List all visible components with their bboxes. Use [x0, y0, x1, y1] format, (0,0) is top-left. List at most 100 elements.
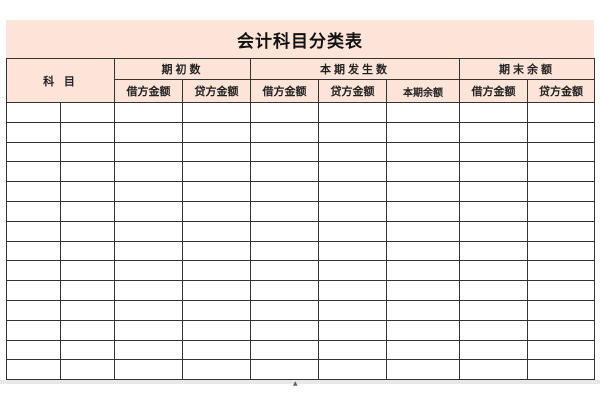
table-cell[interactable] — [6, 121, 61, 143]
table-cell[interactable] — [459, 220, 529, 242]
table-cell[interactable] — [60, 121, 115, 143]
table-cell[interactable] — [60, 359, 115, 381]
table-cell[interactable] — [60, 299, 115, 321]
table-cell[interactable] — [182, 319, 251, 341]
table-cell[interactable] — [318, 200, 387, 222]
resize-handle-icon[interactable]: ▲ — [293, 380, 298, 387]
table-cell[interactable] — [459, 240, 529, 262]
table-cell[interactable] — [114, 161, 183, 183]
table-cell[interactable] — [527, 200, 596, 222]
table-cell[interactable] — [250, 240, 319, 262]
table-cell[interactable] — [6, 181, 61, 202]
table-cell[interactable] — [182, 240, 251, 262]
table-cell[interactable] — [385, 200, 461, 222]
table-cell[interactable] — [6, 220, 61, 242]
table-cell[interactable] — [6, 339, 61, 361]
table-cell[interactable] — [114, 299, 183, 321]
table-cell[interactable] — [527, 299, 596, 321]
table-cell[interactable] — [318, 339, 387, 361]
table-cell[interactable] — [182, 299, 251, 321]
table-cell[interactable] — [60, 220, 115, 242]
table-cell[interactable] — [60, 319, 115, 341]
table-cell[interactable] — [318, 121, 387, 143]
table-cell[interactable] — [250, 181, 319, 202]
table-cell[interactable] — [6, 319, 61, 341]
table-cell[interactable] — [182, 200, 251, 222]
table-cell[interactable] — [182, 102, 251, 123]
table-cell[interactable] — [385, 339, 461, 361]
table-cell[interactable] — [182, 359, 251, 381]
table-cell[interactable] — [459, 161, 529, 183]
table-cell[interactable] — [6, 240, 61, 262]
table-cell[interactable] — [527, 280, 596, 301]
table-cell[interactable] — [527, 181, 596, 202]
table-cell[interactable] — [527, 161, 596, 183]
table-cell[interactable] — [60, 200, 115, 222]
table-cell[interactable] — [250, 220, 319, 242]
table-cell[interactable] — [6, 200, 61, 222]
table-cell[interactable] — [318, 359, 387, 381]
table-cell[interactable] — [527, 240, 596, 262]
table-cell[interactable] — [250, 260, 319, 282]
table-cell[interactable] — [60, 260, 115, 282]
table-cell[interactable] — [114, 121, 183, 143]
table-cell[interactable] — [250, 200, 319, 222]
table-cell[interactable] — [114, 359, 183, 381]
table-cell[interactable] — [6, 359, 61, 381]
table-cell[interactable] — [459, 200, 529, 222]
table-cell[interactable] — [318, 240, 387, 262]
table-cell[interactable] — [318, 161, 387, 183]
table-cell[interactable] — [250, 161, 319, 183]
table-cell[interactable] — [385, 359, 461, 381]
table-cell[interactable] — [250, 359, 319, 381]
table-cell[interactable] — [385, 299, 461, 321]
table-cell[interactable] — [250, 141, 319, 163]
table-cell[interactable] — [318, 220, 387, 242]
table-cell[interactable] — [114, 220, 183, 242]
table-cell[interactable] — [60, 141, 115, 163]
table-cell[interactable] — [318, 141, 387, 163]
table-cell[interactable] — [114, 280, 183, 301]
table-cell[interactable] — [6, 280, 61, 301]
table-cell[interactable] — [60, 102, 115, 123]
table-cell[interactable] — [385, 220, 461, 242]
table-cell[interactable] — [6, 141, 61, 163]
table-cell[interactable] — [459, 141, 529, 163]
table-cell[interactable] — [527, 260, 596, 282]
table-cell[interactable] — [459, 280, 529, 301]
table-cell[interactable] — [385, 260, 461, 282]
table-cell[interactable] — [318, 299, 387, 321]
table-cell[interactable] — [385, 121, 461, 143]
table-cell[interactable] — [114, 102, 183, 123]
table-cell[interactable] — [385, 319, 461, 341]
table-cell[interactable] — [182, 260, 251, 282]
table-cell[interactable] — [385, 181, 461, 202]
table-cell[interactable] — [60, 161, 115, 183]
table-cell[interactable] — [60, 280, 115, 301]
table-cell[interactable] — [6, 102, 61, 123]
table-cell[interactable] — [459, 260, 529, 282]
table-cell[interactable] — [250, 299, 319, 321]
table-cell[interactable] — [250, 319, 319, 341]
table-cell[interactable] — [250, 121, 319, 143]
table-cell[interactable] — [318, 102, 387, 123]
table-cell[interactable] — [182, 181, 251, 202]
table-cell[interactable] — [385, 141, 461, 163]
table-cell[interactable] — [182, 141, 251, 163]
table-cell[interactable] — [527, 319, 596, 341]
table-cell[interactable] — [114, 260, 183, 282]
table-cell[interactable] — [459, 339, 529, 361]
table-cell[interactable] — [459, 299, 529, 321]
table-cell[interactable] — [114, 181, 183, 202]
table-cell[interactable] — [459, 181, 529, 202]
table-cell[interactable] — [6, 161, 61, 183]
table-cell[interactable] — [114, 200, 183, 222]
table-cell[interactable] — [182, 121, 251, 143]
table-cell[interactable] — [459, 121, 529, 143]
table-cell[interactable] — [385, 161, 461, 183]
table-cell[interactable] — [385, 240, 461, 262]
table-cell[interactable] — [459, 102, 529, 123]
table-cell[interactable] — [114, 339, 183, 361]
table-cell[interactable] — [250, 339, 319, 361]
table-cell[interactable] — [527, 102, 596, 123]
